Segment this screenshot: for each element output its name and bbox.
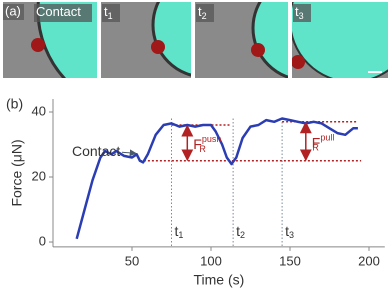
label-bg <box>34 4 92 22</box>
frame-label: Contact <box>36 4 81 19</box>
annotation-arrow <box>121 149 137 157</box>
y-tick-label: 0 <box>39 233 46 248</box>
force-label: Fpush R <box>193 134 221 154</box>
marker-label: t1 <box>175 223 184 241</box>
x-tick-label: 50 <box>125 253 139 268</box>
label-bg <box>3 4 24 20</box>
force-label-sup: pull <box>320 133 334 143</box>
x-tick-label: 100 <box>200 253 222 268</box>
micrographs <box>3 2 388 78</box>
panel-label: (b) <box>6 96 23 112</box>
y-tick-label: 40 <box>32 103 46 118</box>
marker-label-main: t <box>236 223 240 239</box>
frame-label-sub: 2 <box>202 11 207 21</box>
frame-label: t1 <box>104 4 113 21</box>
label-bg <box>196 4 214 22</box>
marker-label: t2 <box>236 223 245 241</box>
x-tick-label: 150 <box>279 253 301 268</box>
frame-label-sub: 3 <box>299 11 304 21</box>
y-axis-label: Force (μN) <box>9 139 25 206</box>
marker-label-sub: 2 <box>240 230 245 240</box>
marker-label-sub: 1 <box>178 230 183 240</box>
frame-label-main: t <box>104 4 108 19</box>
frame-label-sub: 1 <box>108 11 113 21</box>
label-bg <box>102 4 120 22</box>
x-tick-label: 200 <box>358 253 380 268</box>
force-label-sub: R <box>199 144 206 154</box>
marker-label-sub: 3 <box>289 230 294 240</box>
frame-label-main: t <box>295 4 299 19</box>
label-bg <box>293 4 311 22</box>
force-label-main: F <box>193 136 202 152</box>
frame-label-main: t <box>198 4 202 19</box>
force-label-main: F <box>312 134 321 150</box>
frame-label: t2 <box>198 4 207 21</box>
y-tick-label: 20 <box>32 168 46 183</box>
marker-label-main: t <box>175 223 179 239</box>
frame-label-main: Contact <box>36 4 81 19</box>
force-label-sup: push <box>202 134 222 144</box>
force-label-sub: R <box>312 143 319 153</box>
annotation: Contact <box>72 143 120 159</box>
marker-label-main: t <box>285 223 289 239</box>
force-label: Fpull R <box>312 133 335 153</box>
marker-label: t3 <box>285 223 294 241</box>
x-axis-label: Time (s) <box>193 272 244 288</box>
frame-label: t3 <box>295 4 304 21</box>
panel-label: (a) <box>5 3 21 18</box>
